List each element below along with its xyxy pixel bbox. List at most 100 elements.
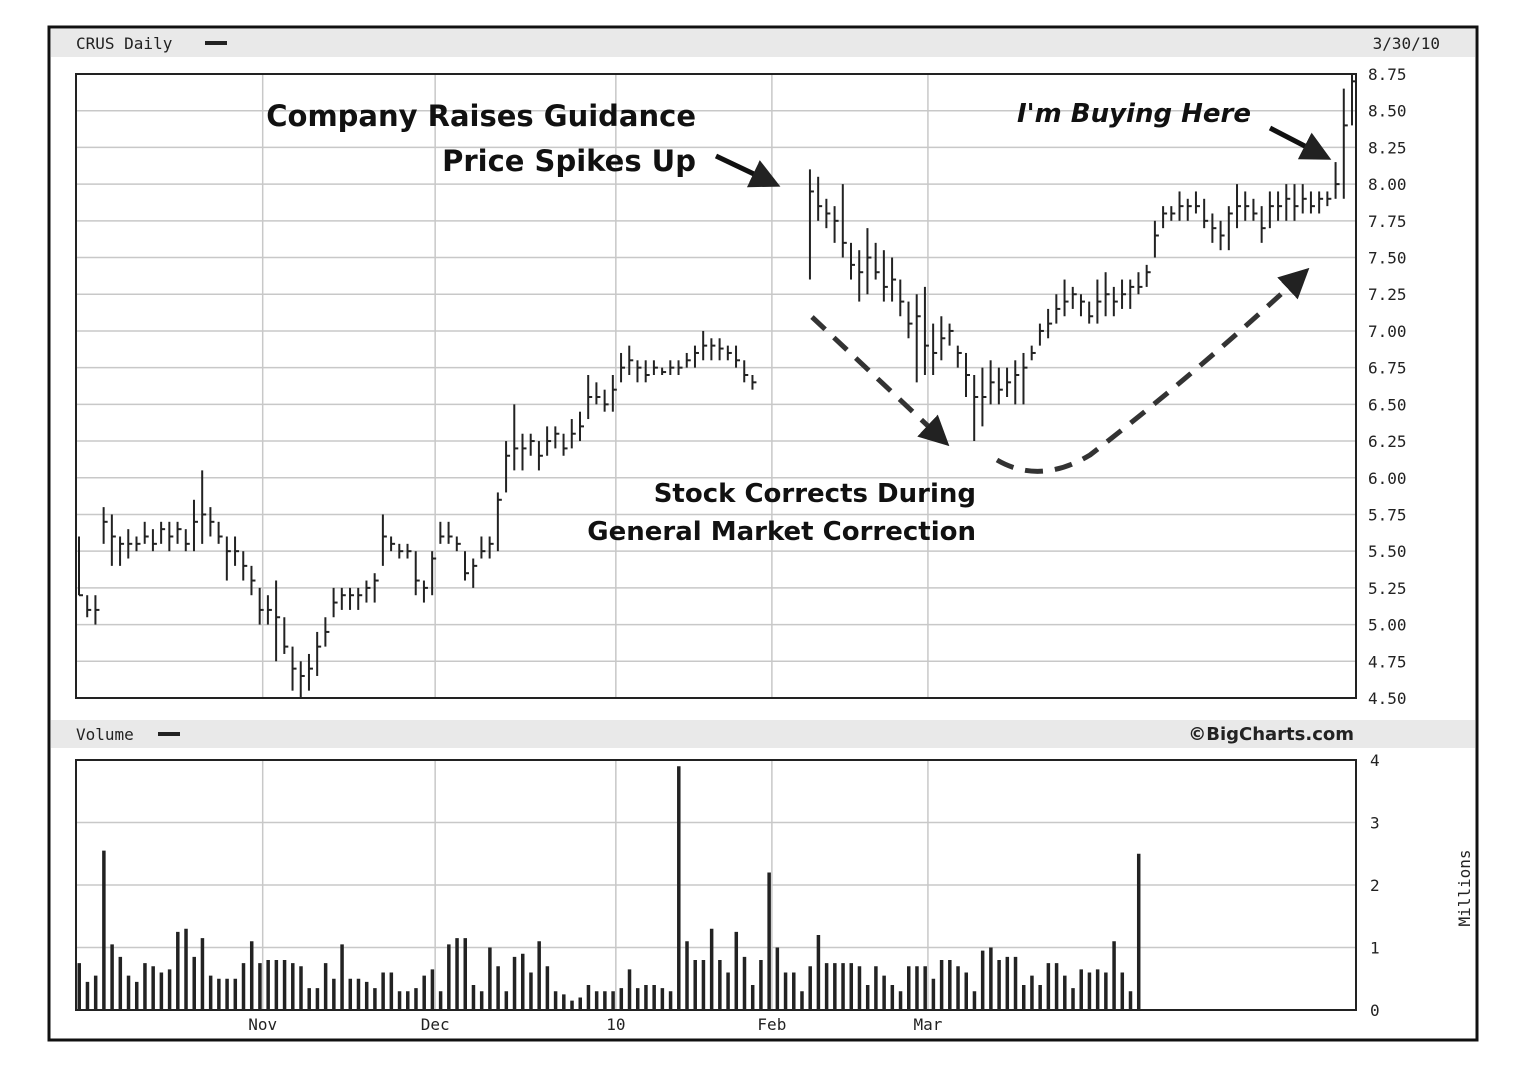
x-tick-label: Nov [248, 1015, 277, 1034]
volume-bar [644, 985, 648, 1010]
price-bar [1104, 272, 1110, 317]
price-bar [480, 536, 486, 559]
volume-bar [685, 941, 689, 1010]
price-bar [587, 374, 593, 420]
volume-bar [742, 956, 747, 1010]
volume-bar [529, 972, 533, 1010]
price-bar [472, 558, 478, 588]
price-bar [1170, 206, 1176, 221]
price-bar [1030, 345, 1036, 361]
price-bar [808, 169, 814, 280]
price-bar [677, 360, 683, 375]
volume-bar [1046, 963, 1051, 1010]
price-bar [661, 367, 667, 375]
volume-bar [85, 981, 90, 1010]
price-bar [496, 492, 502, 552]
price-bar [891, 257, 897, 302]
price-bar [143, 521, 149, 544]
volume-y-tick: 4 [1370, 751, 1380, 770]
volume-bar [562, 994, 566, 1010]
volume-bar [233, 978, 238, 1010]
price-bar [841, 184, 847, 258]
price-bar [94, 595, 100, 625]
volume-bar [898, 991, 903, 1010]
price-bar [1260, 206, 1266, 243]
volume-bar [890, 985, 895, 1010]
price-y-tick: 6.00 [1368, 469, 1407, 488]
volume-bar [225, 978, 229, 1010]
volume-bar [964, 972, 968, 1010]
volume-bar [93, 975, 98, 1010]
volume-bar [1104, 972, 1108, 1010]
volume-bar [274, 960, 279, 1010]
price-y-axis: 8.75 8.50 8.25 8.00 7.75 7.50 7.25 7.00 6.75 6.50… [1368, 65, 1407, 708]
volume-bar [488, 947, 492, 1010]
price-bar [316, 631, 322, 676]
price-bar [217, 521, 223, 544]
price-bar [603, 389, 609, 412]
price-bar [1252, 198, 1258, 221]
price-y-tick: 5.50 [1368, 542, 1407, 561]
price-bar [693, 345, 699, 368]
volume-bar [783, 972, 788, 1010]
price-bar [488, 536, 494, 559]
volume-bar [496, 966, 500, 1010]
volume-bar [1038, 985, 1042, 1010]
price-bar [275, 580, 281, 662]
volume-bar [931, 978, 936, 1010]
volume-bar [1063, 975, 1067, 1010]
volume-bar [167, 969, 172, 1010]
volume-bar [1095, 969, 1100, 1010]
volume-bar [110, 944, 114, 1010]
volume-bar [923, 966, 927, 1010]
price-bars [78, 74, 1356, 698]
price-bar [135, 536, 141, 552]
price-bar [78, 536, 83, 597]
price-bar [422, 580, 428, 603]
price-bar [923, 286, 929, 375]
price-bar [192, 499, 198, 552]
volume-bar [282, 960, 287, 1010]
volume-bar [652, 985, 656, 1010]
volume-bar [249, 941, 254, 1010]
price-bar [1047, 308, 1053, 339]
price-bar [1227, 206, 1233, 251]
volume-bar [520, 953, 525, 1010]
price-bar [981, 367, 987, 427]
price-bar [234, 536, 240, 566]
volume-bar [159, 972, 164, 1010]
volume-bar [176, 931, 180, 1010]
price-bar [1211, 213, 1217, 243]
volume-bar [299, 966, 303, 1010]
x-tick-label: 10 [606, 1015, 625, 1034]
price-bar [1006, 367, 1012, 398]
price-bar [751, 374, 757, 390]
price-bar [833, 206, 839, 243]
price-bar [735, 345, 741, 368]
price-bar [1162, 206, 1168, 229]
price-header-band [51, 29, 1475, 57]
volume-bar [438, 991, 443, 1010]
price-bar [915, 294, 921, 383]
price-bar [1219, 220, 1225, 251]
volume-bar [332, 978, 336, 1010]
price-bar [529, 433, 535, 456]
price-bar [357, 587, 363, 610]
volume-bar [1013, 956, 1018, 1010]
volume-bar [471, 985, 476, 1010]
price-bar [1285, 184, 1291, 221]
annotation-guidance-line2: Price Spikes Up [442, 144, 696, 178]
price-bar [1055, 294, 1061, 324]
volume-bar [997, 960, 1001, 1010]
volume-bar [463, 938, 468, 1010]
price-bar [102, 507, 108, 544]
volume-bar [907, 966, 911, 1010]
price-y-tick: 6.75 [1368, 359, 1407, 378]
x-tick-label: Dec [421, 1015, 450, 1034]
volume-bar [816, 935, 821, 1010]
ticker-legend-swatch [205, 41, 227, 45]
price-bar [373, 573, 379, 603]
price-bar [907, 301, 913, 339]
price-bar [160, 521, 166, 544]
price-y-tick: 8.25 [1368, 138, 1407, 157]
